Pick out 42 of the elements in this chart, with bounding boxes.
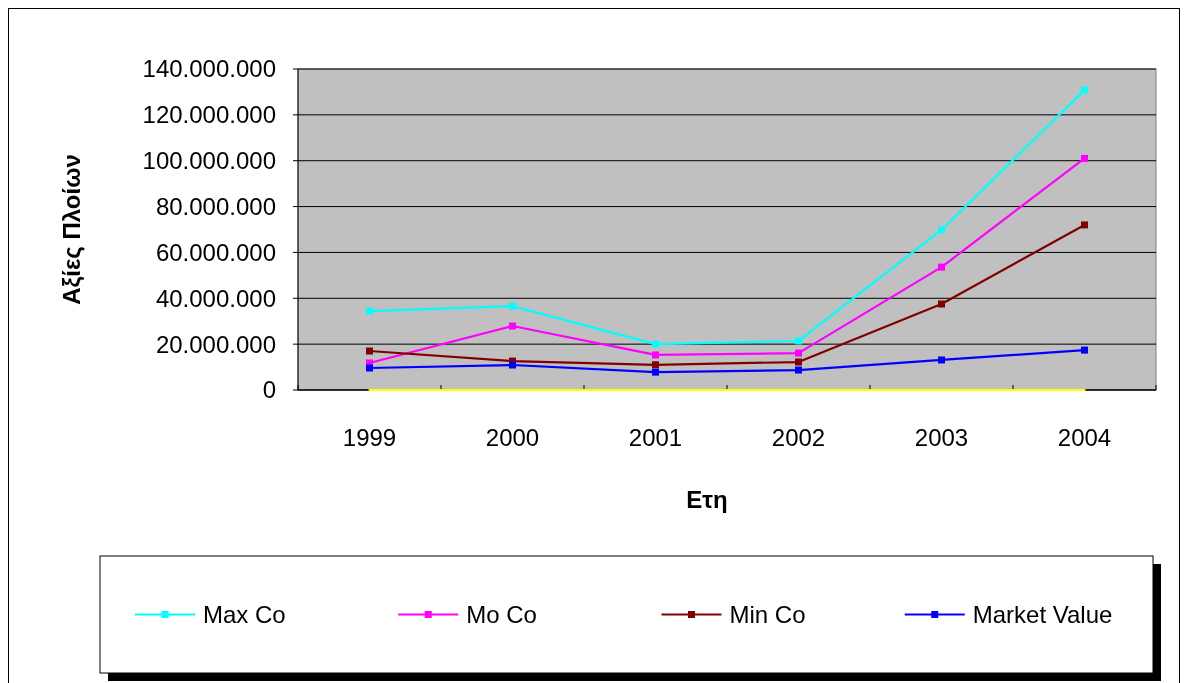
y-tick-label: 0 (262, 376, 276, 404)
x-tick-label: 2001 (628, 424, 683, 451)
point (938, 226, 945, 234)
y-tick-label: 100.000.000 (142, 147, 276, 175)
point (1081, 221, 1088, 229)
point (1081, 154, 1088, 162)
legend-label: Max Co (203, 600, 286, 628)
point (1081, 346, 1088, 354)
x-tick-label: 2004 (1057, 424, 1112, 451)
x-tick-label: 2002 (771, 424, 826, 451)
point (652, 351, 659, 359)
point (938, 263, 945, 271)
point (938, 300, 945, 308)
y-tick-label: 120.000.000 (142, 101, 276, 129)
legend-label: Mo Co (466, 600, 537, 628)
point (795, 337, 802, 345)
legend-label: Min Co (729, 600, 806, 628)
point (795, 349, 802, 357)
point (509, 322, 516, 330)
point (366, 307, 373, 315)
point (366, 364, 373, 372)
legend-label: Market Value (972, 600, 1113, 628)
y-tick-label: 80.000.000 (155, 192, 276, 220)
y-tick-label: 60.000.000 (155, 238, 276, 266)
point (938, 356, 945, 364)
point (1081, 86, 1088, 94)
point (652, 368, 659, 376)
point (795, 366, 802, 374)
y-axis-title: Αξίες Πλοίων (58, 154, 85, 305)
point (652, 361, 659, 369)
point (652, 340, 659, 348)
point (509, 361, 516, 369)
y-tick-label: 140.000.000 (142, 55, 276, 83)
point (795, 358, 802, 366)
y-tick-label: 40.000.000 (155, 284, 276, 312)
x-tick-label: 1999 (342, 424, 397, 451)
point (509, 302, 516, 310)
x-tick-label: 2000 (485, 424, 540, 451)
x-tick-label: 2003 (914, 424, 969, 451)
x-axis-title: Ετη (686, 486, 728, 513)
point (366, 347, 373, 355)
y-tick-label: 20.000.000 (155, 330, 276, 358)
